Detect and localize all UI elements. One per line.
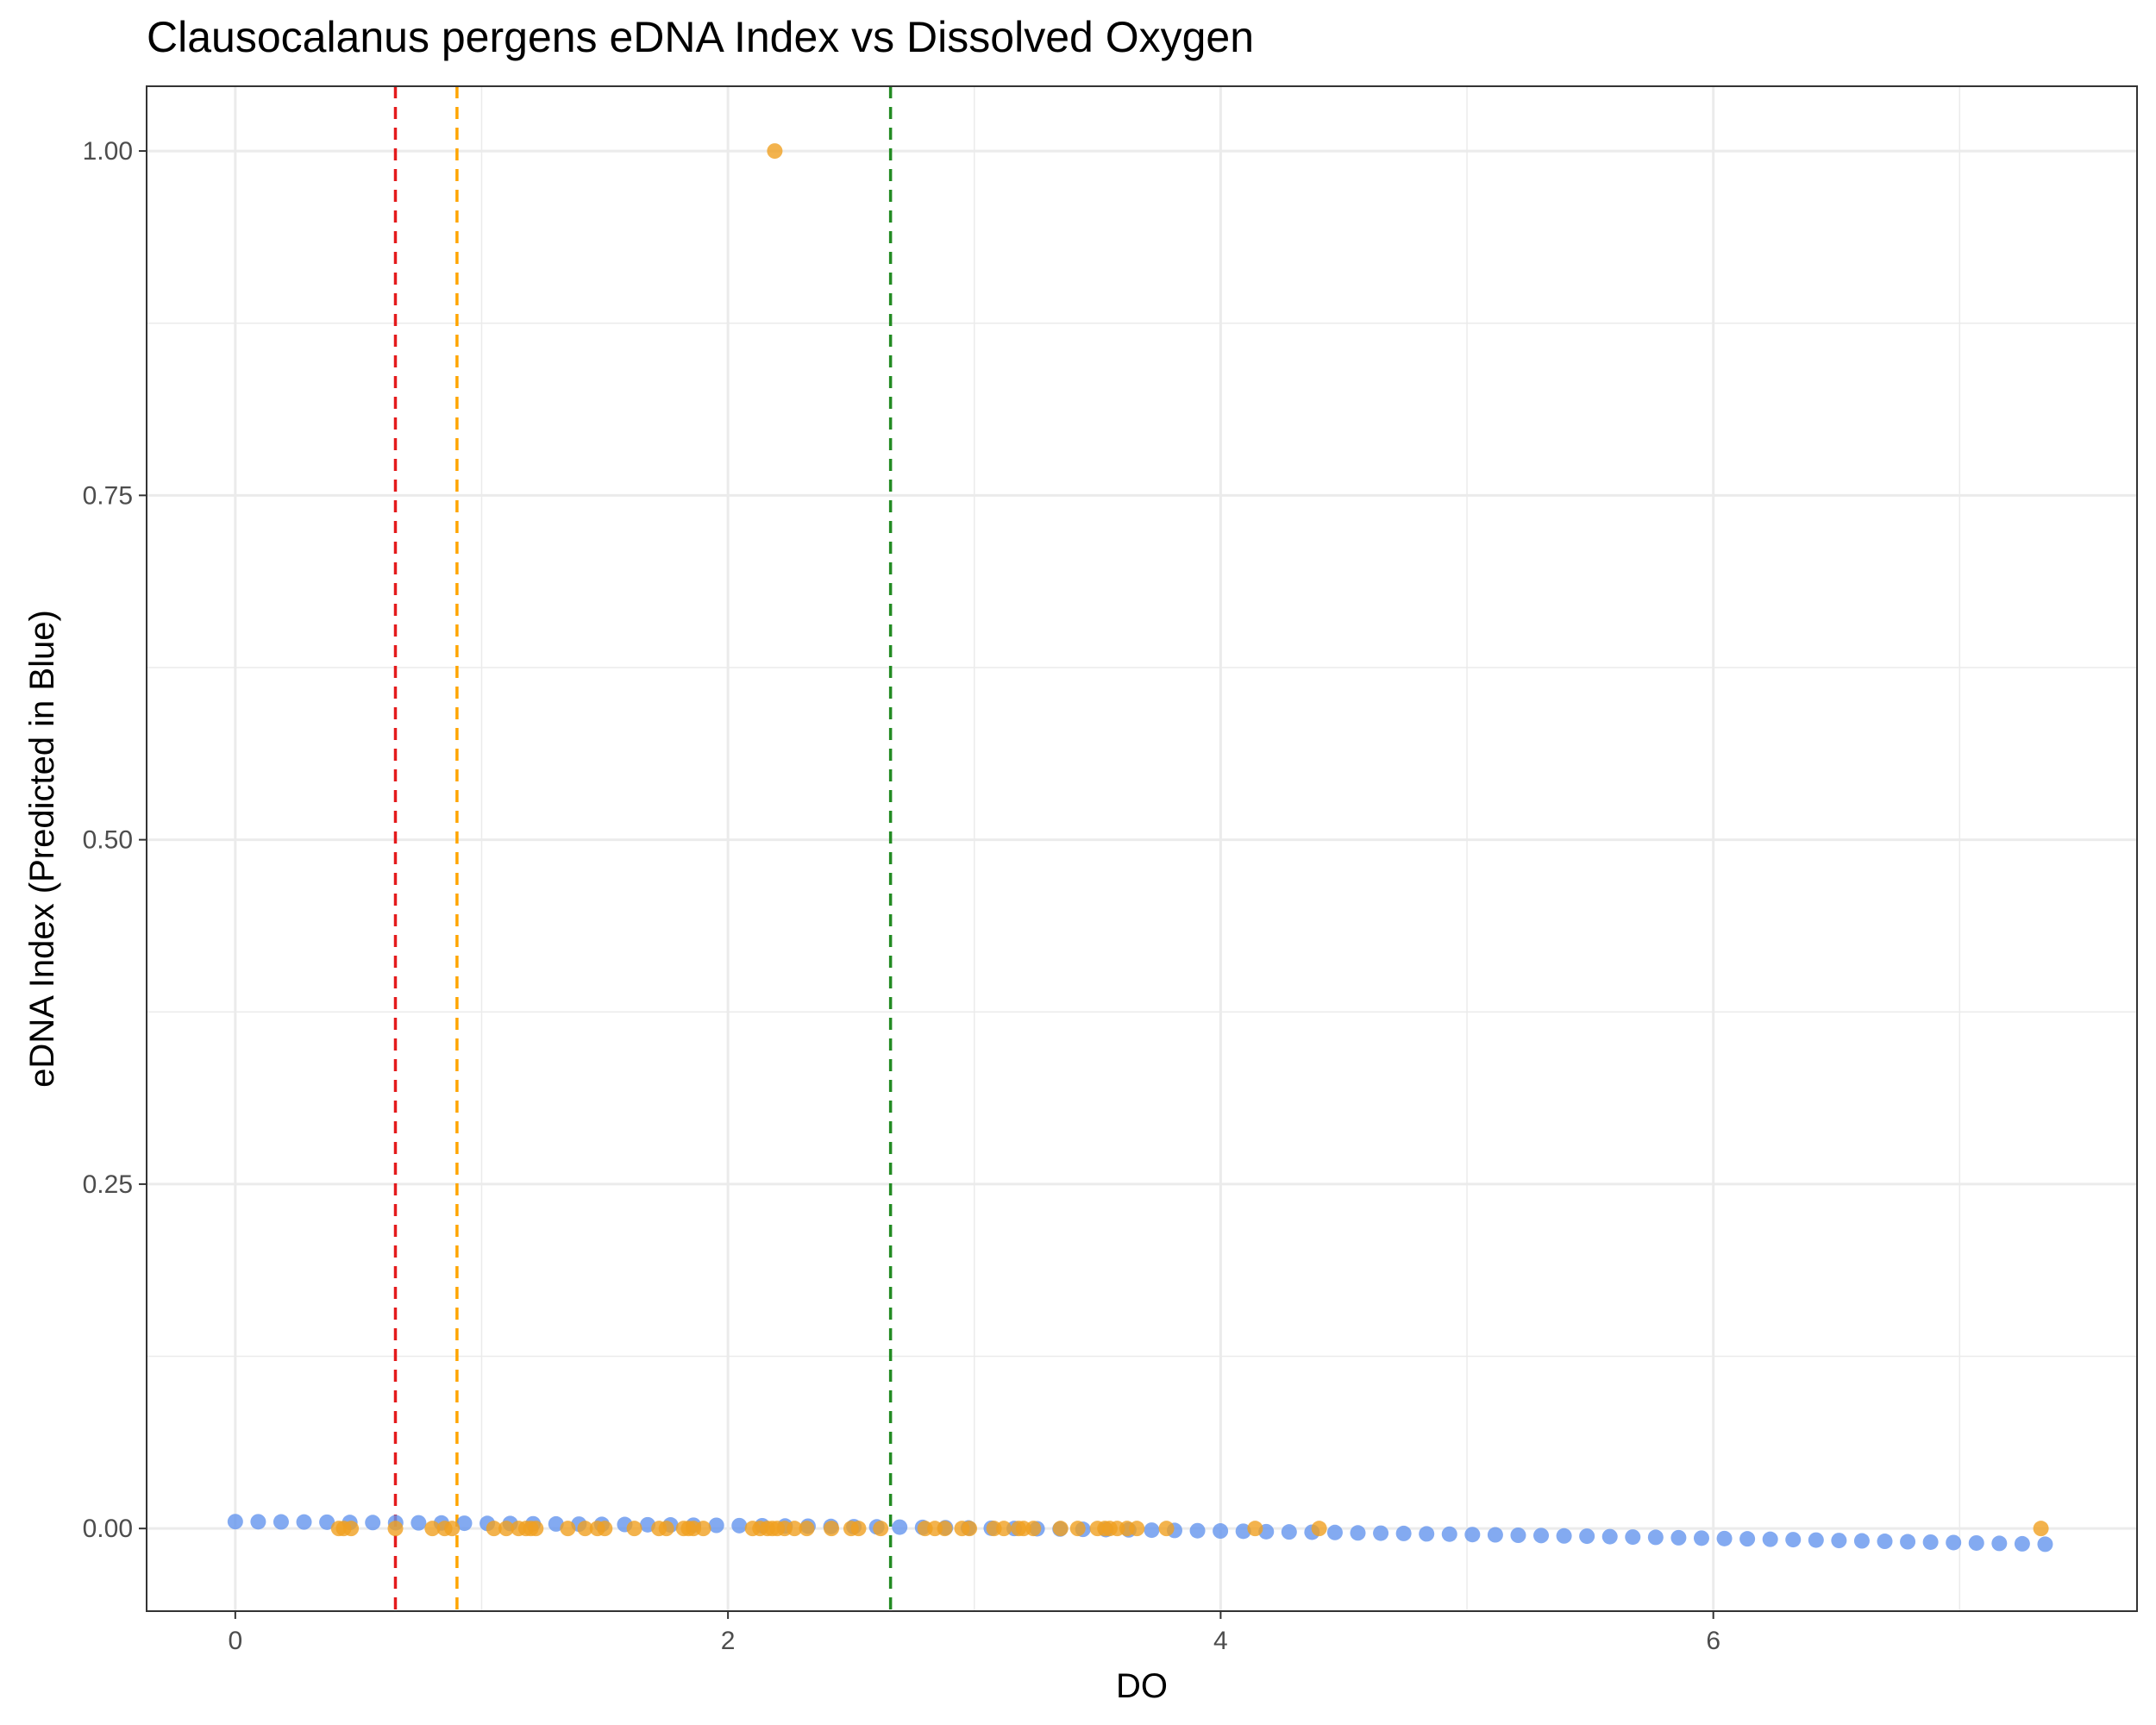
observed-point [873, 1521, 889, 1537]
predicted-point [2014, 1535, 2030, 1552]
observed-point [996, 1521, 1012, 1537]
observed-point [824, 1521, 840, 1537]
x-tick-label: 6 [1706, 1627, 1720, 1655]
predicted-point [250, 1514, 266, 1530]
observed-point [767, 143, 783, 160]
x-axis-ticks: 0 2 4 6 [228, 1611, 1720, 1655]
predicted-point [1235, 1523, 1251, 1540]
predicted-point [1487, 1527, 1503, 1543]
observed-point [1129, 1521, 1145, 1537]
observed-point [1052, 1521, 1069, 1537]
y-tick-label: 0.00 [83, 1515, 133, 1543]
y-tick-label: 1.00 [83, 137, 133, 166]
observed-point [486, 1521, 502, 1537]
predicted-point [1373, 1525, 1389, 1541]
observed-point [1247, 1521, 1263, 1537]
y-axis-ticks: 0.00 0.25 0.50 0.75 1.00 [83, 137, 147, 1543]
y-tick-label: 0.50 [83, 826, 133, 855]
observed-point [937, 1521, 953, 1537]
predicted-point [227, 1514, 243, 1530]
predicted-point [456, 1515, 473, 1532]
observed-point [343, 1521, 360, 1537]
predicted-point [892, 1519, 908, 1535]
observed-point [1025, 1521, 1042, 1537]
observed-point [1158, 1521, 1175, 1537]
predicted-point [1762, 1531, 1778, 1547]
predicted-point [2037, 1536, 2053, 1552]
predicted-point [1601, 1528, 1618, 1545]
predicted-point [273, 1514, 289, 1530]
predicted-point [319, 1514, 335, 1530]
observed-point [787, 1521, 803, 1537]
predicted-point [365, 1515, 381, 1531]
x-tick-label: 2 [721, 1627, 736, 1655]
predicted-point [1281, 1524, 1297, 1540]
predicted-point [1350, 1525, 1366, 1541]
predicted-point [1853, 1533, 1870, 1549]
observed-point [799, 1521, 815, 1537]
predicted-point [1900, 1534, 1916, 1550]
observed-point [444, 1521, 461, 1537]
predicted-point [548, 1515, 564, 1532]
observed-point [498, 1521, 515, 1537]
predicted-point [1968, 1534, 1984, 1551]
predicted-point [411, 1515, 427, 1531]
observed-point [2033, 1521, 2049, 1537]
observed-point [962, 1521, 978, 1537]
x-tick-label: 0 [228, 1627, 242, 1655]
minor-gridlines [147, 86, 2137, 1611]
predicted-point [1693, 1530, 1709, 1546]
y-axis-label: eDNA Index (Predicted in Blue) [23, 610, 61, 1088]
observed-point [424, 1521, 441, 1537]
predicted-point [1326, 1524, 1343, 1540]
predicted-point [1831, 1533, 1847, 1549]
observed-point [1311, 1521, 1327, 1537]
predicted-point [1189, 1522, 1206, 1539]
predicted-point [1739, 1531, 1756, 1547]
observed-point [560, 1521, 576, 1537]
predicted-point [1670, 1529, 1687, 1546]
observed-point [695, 1521, 711, 1537]
chart-title: Clausocalanus pergens eDNA Index vs Diss… [147, 13, 1254, 61]
predicted-point [1625, 1529, 1641, 1546]
predicted-point [1556, 1527, 1572, 1544]
predicted-point [1441, 1526, 1457, 1542]
predicted-point [1144, 1522, 1160, 1539]
observed-point [387, 1521, 404, 1537]
observed-point [626, 1521, 642, 1537]
predicted-point [1946, 1534, 1962, 1551]
predicted-point [1716, 1530, 1733, 1546]
predicted-point [1991, 1535, 2008, 1552]
predicted-point [1922, 1534, 1939, 1550]
observed-point [577, 1521, 593, 1537]
observed-point [850, 1521, 867, 1537]
observed-point [597, 1521, 613, 1537]
predicted-point [1877, 1534, 1893, 1550]
predicted-point [1533, 1527, 1550, 1544]
observed-point [1069, 1521, 1086, 1537]
reference-lines [393, 86, 893, 1611]
major-gridlines [147, 86, 2137, 1611]
y-tick-label: 0.25 [83, 1170, 133, 1199]
x-tick-label: 4 [1213, 1627, 1228, 1655]
panel-border [146, 85, 2138, 1612]
predicted-point [1647, 1529, 1664, 1546]
predicted-point [708, 1517, 724, 1534]
predicted-point [1579, 1528, 1595, 1545]
predicted-point [1395, 1525, 1412, 1541]
x-axis-label: DO [1116, 1667, 1168, 1705]
predicted-point [1419, 1526, 1435, 1542]
predicted-point [1785, 1532, 1802, 1548]
predicted-point [1213, 1523, 1229, 1540]
predicted-point [1510, 1527, 1526, 1543]
predicted-point [1808, 1532, 1824, 1548]
data-points [227, 143, 2053, 1552]
observed-point [528, 1521, 544, 1537]
predicted-point [731, 1517, 748, 1534]
observed-point [658, 1521, 674, 1537]
predicted-point [1464, 1527, 1481, 1543]
y-tick-label: 0.75 [83, 481, 133, 510]
predicted-point [296, 1514, 312, 1530]
